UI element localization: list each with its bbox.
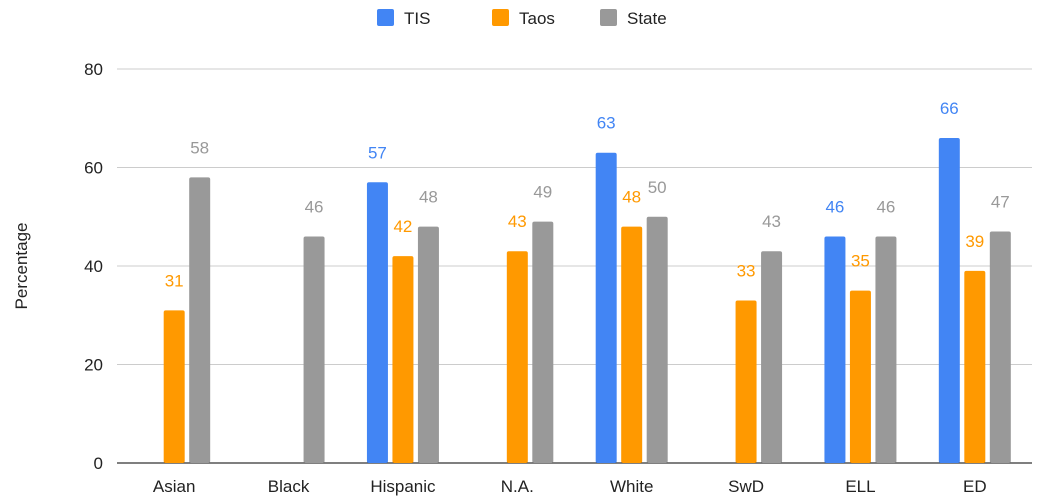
x-tick-label: Hispanic — [370, 477, 436, 496]
x-tick-label: White — [610, 477, 653, 496]
bar-state-na — [532, 221, 554, 463]
y-tick-label: 0 — [94, 454, 103, 473]
legend-label-state: State — [627, 9, 667, 28]
bar-state-ell — [875, 236, 897, 463]
x-tick-label: ED — [963, 477, 987, 496]
bar-tis-white — [595, 152, 617, 463]
bar-tis-hispanic — [366, 182, 388, 463]
legend-swatch-taos — [492, 9, 509, 26]
bar-state-swd — [761, 251, 783, 463]
data-label: 43 — [508, 212, 527, 231]
x-tick-label: Asian — [153, 477, 196, 496]
bar-taos-ed — [964, 270, 986, 463]
data-label: 50 — [648, 178, 667, 197]
y-tick-label: 60 — [84, 159, 103, 178]
legend-swatch-state — [600, 9, 617, 26]
data-label: 33 — [737, 261, 756, 280]
x-tick-label: Black — [268, 477, 310, 496]
data-label: 46 — [825, 197, 844, 216]
legend-swatch-tis — [377, 9, 394, 26]
data-label: 46 — [876, 197, 895, 216]
data-label: 46 — [305, 197, 324, 216]
data-label: 48 — [419, 188, 438, 207]
bar-taos-ell — [849, 290, 871, 463]
data-label-layer: 31 58 46 57 42 48 43 49 63 48 50 33 43 46 35 46 66 39 47 — [165, 99, 1010, 290]
bar-taos-asian — [163, 310, 185, 463]
bar-state-hispanic — [417, 226, 439, 463]
y-tick-label: 80 — [84, 60, 103, 79]
y-tick-label: 20 — [84, 356, 103, 375]
legend-label-tis: TIS — [404, 9, 430, 28]
bar-state-ed — [989, 231, 1011, 463]
x-tick-label: ELL — [845, 477, 875, 496]
bar-state-black — [303, 236, 325, 463]
bar-state-white — [646, 216, 668, 463]
data-label: 48 — [622, 188, 641, 207]
bar-taos-white — [621, 226, 643, 463]
data-label: 63 — [597, 114, 616, 133]
data-label: 58 — [190, 138, 209, 157]
x-tick-label: N.A. — [501, 477, 534, 496]
data-label: 43 — [762, 212, 781, 231]
data-label: 42 — [393, 217, 412, 236]
y-tick-label: 40 — [84, 257, 103, 276]
data-label: 49 — [533, 183, 552, 202]
data-label: 57 — [368, 143, 387, 162]
y-axis-title: Percentage — [12, 223, 31, 310]
bar-layer — [163, 137, 1011, 463]
axis-layer: Percentage 0 20 40 60 80 Asian Black Hispanic N.… — [12, 60, 987, 496]
bar-state-asian — [189, 177, 211, 463]
legend-label-taos: Taos — [519, 9, 555, 28]
bar-taos-swd — [735, 300, 757, 463]
data-label: 66 — [940, 99, 959, 118]
data-label: 31 — [165, 271, 184, 290]
legend: TIS Taos State — [377, 9, 667, 28]
x-tick-label: SwD — [728, 477, 764, 496]
bar-taos-hispanic — [392, 256, 414, 463]
data-label: 39 — [965, 232, 984, 251]
data-label: 35 — [851, 252, 870, 271]
bar-tis-ed — [938, 137, 960, 463]
bar-taos-na — [506, 251, 528, 463]
bar-tis-ell — [824, 236, 846, 463]
data-label: 47 — [991, 193, 1010, 212]
